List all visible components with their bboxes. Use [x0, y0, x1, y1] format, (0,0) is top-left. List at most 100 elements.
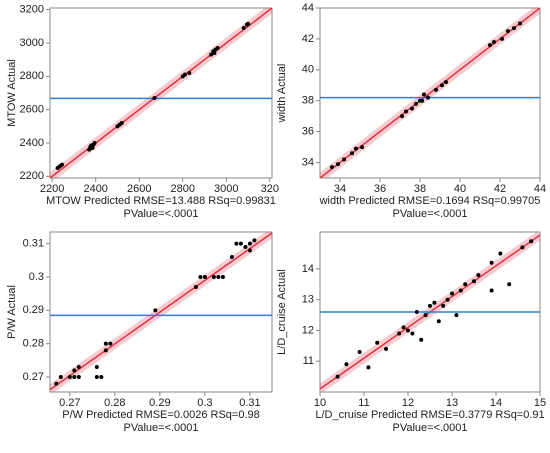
point: [246, 21, 251, 26]
x-tick-label: 3000: [214, 183, 238, 195]
point: [72, 368, 77, 373]
x-tick-label: 44: [534, 183, 546, 195]
point: [54, 381, 59, 386]
y-tick-label: 3200: [20, 4, 44, 16]
x-tick-label: 12: [402, 397, 414, 409]
y-tick-label: 11: [303, 355, 314, 367]
point: [108, 341, 113, 346]
y-tick-label: 0.29: [23, 304, 44, 316]
point: [404, 109, 408, 114]
point: [426, 95, 430, 100]
point: [76, 365, 81, 369]
point: [193, 285, 198, 289]
point: [336, 162, 340, 167]
point: [58, 375, 63, 379]
point: [419, 337, 424, 342]
y-tick-label: 0.28: [23, 338, 44, 350]
p-value: PValue=<.0001: [123, 422, 198, 434]
point: [335, 374, 340, 379]
y-axis-label: MTOW Actual: [6, 59, 18, 127]
point: [252, 238, 257, 243]
x-tick-label: 2800: [171, 183, 195, 195]
point: [212, 51, 217, 55]
y-tick-label: 13: [302, 294, 314, 306]
point: [243, 245, 248, 249]
point: [445, 297, 450, 302]
x-tick-label: 0.31: [239, 397, 260, 409]
point: [366, 365, 371, 370]
point: [241, 26, 246, 30]
x-tick-label: 0.27: [59, 397, 80, 409]
point: [489, 288, 494, 293]
p-value: PValue=<.0001: [123, 208, 198, 220]
point: [506, 29, 510, 34]
x-tick-label: 2400: [83, 183, 107, 195]
x-tick-label: 15: [534, 397, 546, 409]
point: [354, 146, 358, 151]
x-axis-label: L/D_cruise Predicted RMSE=0.3779 RSq=0.9…: [315, 409, 544, 421]
point: [488, 43, 492, 48]
x-tick-label: 36: [374, 183, 386, 195]
fit-line: [50, 232, 272, 391]
point: [182, 72, 187, 77]
x-tick-label: 11: [358, 397, 369, 409]
point: [397, 331, 402, 336]
point: [350, 151, 354, 156]
point: [99, 375, 104, 379]
point: [444, 80, 448, 85]
point: [152, 96, 157, 100]
x-axis-label: MTOW Predicted RMSE=13.488 RSq=0.99831: [46, 195, 276, 207]
fit-line: [50, 8, 272, 178]
point: [94, 365, 99, 369]
y-axis-label: P/W Actual: [6, 285, 18, 339]
point: [414, 310, 419, 314]
point: [92, 141, 97, 145]
point: [103, 348, 108, 353]
point: [90, 146, 95, 150]
x-tick-label: 14: [490, 397, 502, 409]
point: [423, 313, 428, 318]
point: [500, 36, 504, 41]
x-axis-label: P/W Predicted RMSE=0.0026 RSq=0.98: [62, 409, 260, 421]
y-tick-label: 36: [302, 126, 314, 138]
point: [441, 303, 446, 308]
point: [422, 92, 426, 97]
point: [440, 83, 444, 88]
point: [384, 346, 388, 351]
y-tick-label: 14: [302, 263, 314, 275]
x-tick-label: 38: [414, 183, 426, 195]
point: [450, 291, 454, 296]
point: [247, 248, 252, 253]
y-tick-label: 44: [302, 2, 314, 14]
x-tick-label: 13: [446, 397, 458, 409]
x-tick-label: 0.3: [197, 397, 212, 409]
point: [119, 121, 124, 125]
point: [153, 308, 158, 313]
y-tick-label: 42: [302, 33, 314, 45]
point: [220, 275, 225, 279]
point: [420, 98, 424, 103]
y-tick-label: 12: [302, 324, 314, 336]
point: [410, 106, 414, 111]
point: [458, 288, 463, 293]
point: [229, 255, 234, 259]
x-tick-label: 2600: [127, 183, 151, 195]
point: [414, 101, 418, 106]
y-tick-label: 0.27: [23, 371, 44, 383]
point: [209, 52, 214, 57]
p-value: PValue=<.0001: [392, 208, 467, 220]
point: [476, 273, 481, 278]
point: [454, 313, 459, 318]
point: [247, 241, 252, 246]
point: [94, 375, 99, 379]
point: [67, 375, 72, 379]
point: [529, 239, 534, 244]
x-axis-label: width Predicted RMSE=0.1694 RSq=0.99705: [319, 195, 541, 207]
point: [342, 157, 346, 162]
point: [489, 260, 494, 265]
point: [375, 340, 380, 345]
point: [518, 21, 522, 26]
y-tick-label: 38: [302, 95, 314, 107]
y-axis-label: L/D_cruise Actual: [276, 269, 288, 355]
y-axis-label: width Actual: [276, 64, 288, 124]
